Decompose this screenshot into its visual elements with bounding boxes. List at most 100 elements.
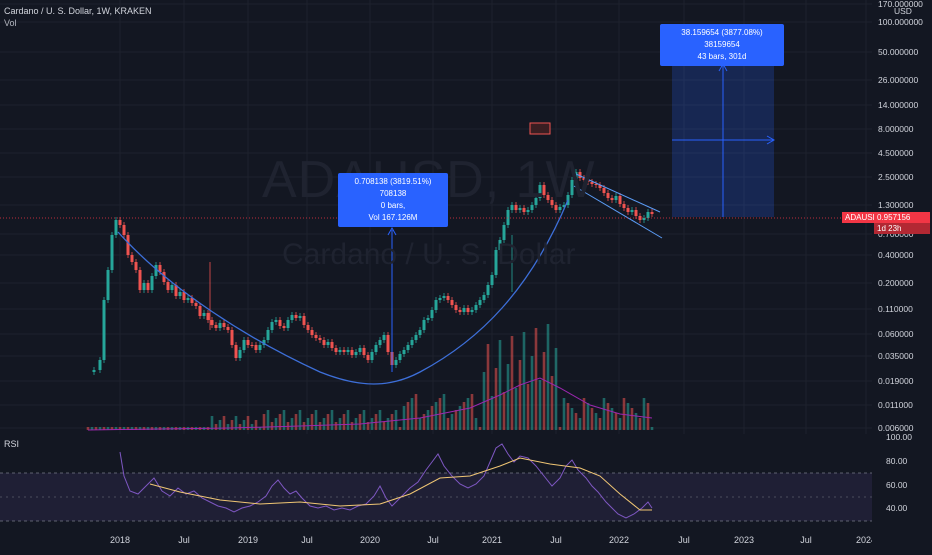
candle-body — [394, 360, 398, 365]
volume-bar — [138, 427, 142, 430]
measure-callout-right[interactable]: 38.159654 (3877.08%) 38159654 43 bars, 3… — [660, 24, 784, 66]
candle-body — [422, 320, 426, 330]
candle-body — [250, 345, 254, 346]
rsi-canvas[interactable] — [0, 436, 872, 528]
time-tick-label: Jul — [678, 535, 690, 545]
flag-icon[interactable] — [529, 122, 551, 135]
volume-bar — [558, 427, 562, 430]
price-axis-scale[interactable]: 170.000000 100.000000 50.000000 26.000000 14… — [872, 0, 932, 528]
volume-bar — [334, 422, 338, 430]
candle-body — [630, 210, 634, 212]
current-price-tag: 0.957156 — [874, 212, 930, 223]
candle-body — [530, 205, 534, 210]
time-tick-label: 2018 — [110, 535, 130, 545]
candle-body — [366, 355, 370, 360]
volume-bar — [398, 427, 402, 430]
volume-bar — [582, 398, 586, 430]
volume-bar — [390, 414, 394, 430]
measure-left-arrow-head — [387, 226, 397, 236]
volume-bar — [430, 406, 434, 430]
price-tick-label: 14.000000 — [878, 100, 918, 110]
volume-bar — [634, 413, 638, 430]
main-chart-pane[interactable]: ADAUSD, 1W Cardano / U. S. Dollar Cardan… — [0, 0, 872, 434]
volume-bar — [618, 418, 622, 430]
candle-body — [514, 205, 518, 210]
price-chart-canvas[interactable] — [0, 0, 872, 434]
volume-bar — [282, 410, 286, 430]
price-axis[interactable]: 170.000000 100.000000 50.000000 26.000000 14… — [872, 0, 932, 528]
price-tick-label: 0.200000 — [878, 278, 914, 288]
rsi-tick-label: 40.00 — [886, 503, 908, 513]
volume-bar — [518, 360, 522, 430]
volume-bar — [446, 418, 450, 430]
volume-bar — [410, 398, 414, 430]
price-tick-label: 0.006000 — [878, 423, 914, 433]
measure-callout-left[interactable]: 0.708138 (3819.51%) 708138 0 bars, Vol 1… — [338, 173, 448, 227]
volume-bar — [466, 398, 470, 430]
candle-body — [610, 198, 614, 200]
volume-bar — [118, 427, 122, 430]
candle-body — [622, 204, 626, 208]
volume-bar — [298, 410, 302, 430]
candle-body — [490, 275, 494, 285]
candle-body — [582, 178, 586, 180]
volume-bar — [358, 414, 362, 430]
candle-body — [126, 235, 130, 255]
price-tick-label: 2.500000 — [878, 172, 914, 182]
time-axis[interactable]: 2018 Jul 2019 Jul 2020 Jul 2021 Jul 2022 Jul 2023 J… — [0, 528, 876, 550]
volume-bar — [226, 424, 230, 430]
candle-body — [322, 340, 326, 345]
candle-body — [314, 335, 318, 338]
volume-bar — [318, 422, 322, 430]
candle-body — [350, 350, 354, 355]
volume-bar — [378, 410, 382, 430]
volume-bar — [258, 427, 262, 430]
price-tick-label: 0.700000 — [878, 229, 914, 239]
volume-bar — [650, 427, 654, 430]
candle-body — [466, 308, 470, 312]
candle-body — [294, 315, 298, 318]
volume-bar — [586, 403, 590, 430]
candle-body — [626, 208, 630, 212]
candle-body — [306, 325, 310, 330]
volume-bar — [98, 427, 102, 430]
candle-body — [210, 320, 214, 325]
channel-upper[interactable] — [575, 173, 661, 213]
volume-bar — [522, 332, 526, 430]
candle-body — [158, 265, 162, 272]
candle-body — [330, 342, 334, 348]
volume-bar — [538, 380, 542, 430]
time-tick-label: 2019 — [238, 535, 258, 545]
candle-body — [570, 180, 574, 195]
volume-bar — [270, 422, 274, 430]
volume-bar — [90, 427, 94, 430]
candle-body — [482, 295, 486, 300]
time-tick-label: 2024 — [856, 535, 872, 545]
price-tick-label: 0.060000 — [878, 329, 914, 339]
watermark-name: Cardano / U. S. Dollar — [282, 238, 576, 271]
candle-body — [206, 313, 210, 320]
channel-lower[interactable] — [573, 185, 663, 239]
time-axis-scale[interactable]: 2018 Jul 2019 Jul 2020 Jul 2021 Jul 2022 Jul 2023 J… — [0, 528, 876, 550]
candle-body — [286, 320, 290, 328]
rsi-tick-label: 100.00 — [886, 432, 912, 442]
candle-body — [498, 240, 502, 250]
rsi-pane[interactable] — [0, 436, 872, 528]
volume-bar — [462, 402, 466, 430]
volume-bar — [342, 414, 346, 430]
candle-body — [114, 220, 118, 235]
candle-body — [118, 220, 122, 225]
volume-bar — [642, 398, 646, 430]
candle-body — [198, 306, 202, 316]
candle-body — [430, 310, 434, 318]
candle-body — [402, 350, 406, 354]
candle-body — [146, 283, 150, 290]
volume-bar — [570, 408, 574, 430]
candle-body — [234, 345, 238, 358]
volume-bar — [102, 427, 106, 430]
candle-body — [650, 212, 654, 214]
volume-bar — [366, 422, 370, 430]
cup-curve[interactable] — [117, 199, 569, 385]
candle-body — [370, 352, 374, 360]
volume-bar — [214, 424, 218, 430]
